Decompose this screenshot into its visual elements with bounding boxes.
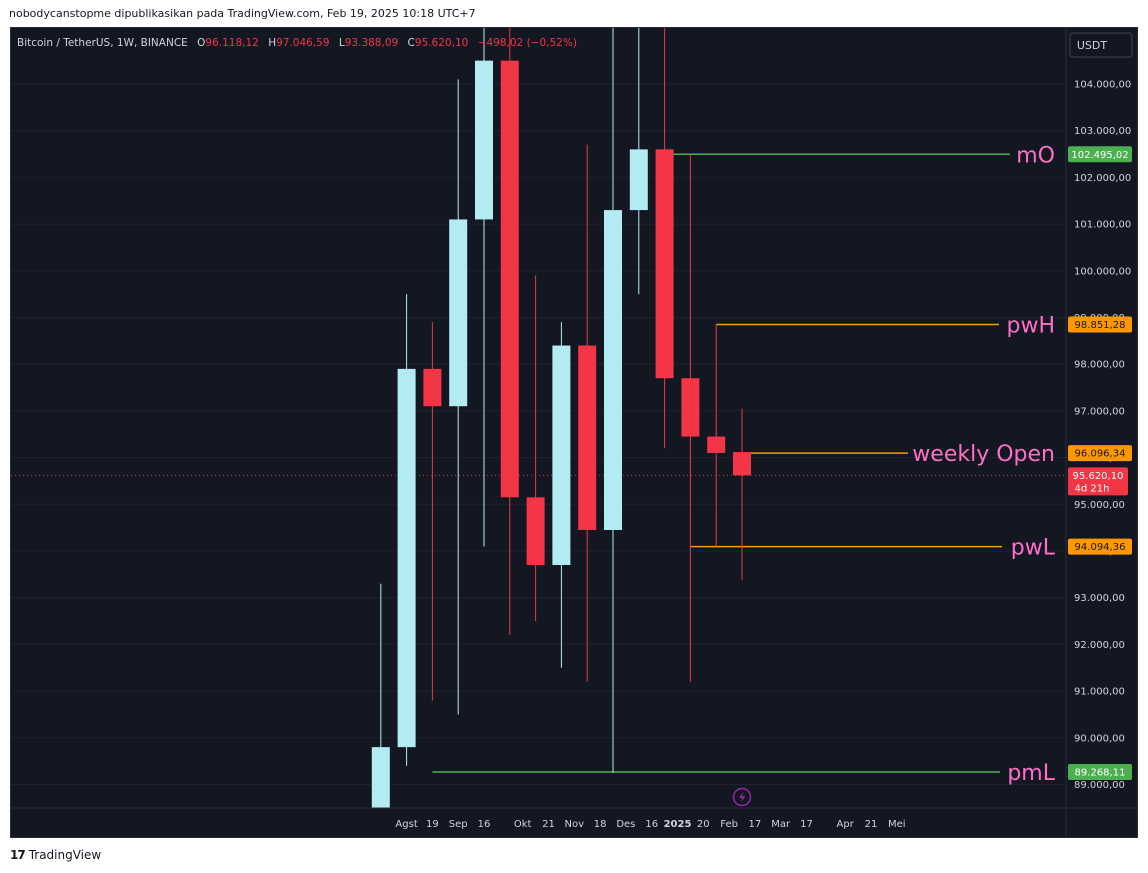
x-tick-label: 18 [594, 819, 607, 830]
y-tick-label: 100.000,00 [1074, 266, 1131, 277]
x-tick-label: 2025 [664, 819, 692, 830]
y-tick-label: 102.000,00 [1074, 173, 1131, 184]
candle-body [371, 747, 390, 808]
footer-brand: TradingView [28, 848, 102, 862]
ohlc-legend: Bitcoin / TetherUS, 1W, BINANCE O96.118,… [17, 37, 577, 49]
level-badge-label: 94.094,36 [1075, 542, 1126, 553]
x-tick-label: Nov [565, 819, 585, 830]
level-annotation: weekly Open [912, 442, 1055, 467]
x-tick-label: Feb [720, 819, 738, 830]
y-tick-label: 91.000,00 [1074, 687, 1125, 698]
level-badge-label: 89.268,11 [1075, 767, 1126, 778]
svg-text:Bitcoin / TetherUS, 1W, BINANC: Bitcoin / TetherUS, 1W, BINANCE O96.118,… [17, 37, 577, 49]
x-tick-label: Mei [888, 819, 906, 830]
price-badges: 102.495,02 98.851,28 96.096,34 94.094,36 89.… [1068, 146, 1132, 780]
level-annotations: mO pwH weekly Open pwL pmL [912, 143, 1055, 786]
publish-attribution: nobodycanstopme dipublikasikan pada Trad… [9, 7, 476, 20]
legend-symbol: Bitcoin / TetherUS, 1W, BINANCE [17, 37, 188, 49]
y-tick-label: 89.000,00 [1074, 780, 1125, 791]
y-tick-label: 92.000,00 [1074, 640, 1125, 651]
y-tick-label: 93.000,00 [1074, 593, 1125, 604]
candle-body [552, 345, 571, 566]
level-badge [1068, 445, 1132, 462]
legend-high-value: 97.046,59 [276, 37, 329, 49]
x-tick-label: Des [616, 819, 635, 830]
level-lines [11, 153, 1066, 773]
x-tick-label: 16 [478, 819, 491, 830]
level-annotation: mO [1016, 143, 1055, 168]
candle-body [475, 60, 493, 220]
tradingview-logo-icon: 17 [10, 848, 26, 862]
x-tick-label: 17 [749, 819, 762, 830]
candle-body [423, 368, 442, 407]
x-tick-label: Mar [771, 819, 791, 830]
level-annotation: pwH [1006, 313, 1055, 338]
legend-change: −498,02 (−0,52%) [478, 37, 577, 49]
candle-body [681, 378, 700, 437]
currency-button[interactable]: USDT [1069, 32, 1133, 58]
x-tick-label: 21 [542, 819, 555, 830]
axes [10, 27, 1138, 838]
y-tick-label: 103.000,00 [1074, 126, 1131, 137]
candle-body [500, 60, 519, 498]
x-tick-label: Okt [514, 819, 532, 830]
candles [371, 28, 751, 808]
level-badge-label: 102.495,02 [1071, 150, 1128, 161]
y-tick-label: 101.000,00 [1074, 220, 1131, 231]
legend-close-value: 95.620,10 [415, 37, 468, 49]
y-tick-label: 97.000,00 [1074, 406, 1125, 417]
price-grid [11, 83, 1066, 785]
candle-body [397, 368, 416, 748]
candle-body [629, 149, 648, 211]
candle-body [707, 436, 726, 453]
x-tick-label: 21 [865, 819, 878, 830]
level-badge-label: 96.096,34 [1075, 449, 1126, 460]
currency-label: USDT [1077, 39, 1108, 52]
level-badge [1068, 316, 1132, 333]
x-tick-label: 19 [426, 819, 439, 830]
x-tick-label: 20 [697, 819, 710, 830]
x-tick-label: Agst [395, 819, 417, 830]
level-annotation: pmL [1007, 761, 1055, 786]
last-price-badge [1068, 467, 1128, 496]
candle-body [449, 219, 468, 407]
level-badge [1068, 763, 1132, 780]
level-badge [1068, 538, 1132, 555]
y-tick-label: 98.000,00 [1074, 360, 1125, 371]
legend-open-value: 96.118,12 [205, 37, 258, 49]
footer: 17 TradingView [10, 848, 101, 862]
legend-open-label: O [197, 37, 205, 49]
y-tick-label: 95.000,00 [1074, 500, 1125, 511]
level-annotation: pwL [1011, 536, 1056, 561]
candle-body [578, 345, 597, 530]
x-tick-label: Apr [837, 819, 855, 830]
countdown-label: 4d 21h [1075, 483, 1110, 494]
candle-body [655, 149, 674, 379]
legend-close-label: C [408, 37, 415, 49]
candle-body [526, 497, 545, 566]
level-badge-label: 98.851,28 [1075, 320, 1126, 331]
candle-body [604, 210, 622, 530]
y-tick-label: 90.000,00 [1074, 733, 1125, 744]
y-axis-labels: 89.000,00 90.000,00 91.000,00 92.000,00 93.0… [1074, 80, 1131, 792]
chart-panel[interactable] [10, 27, 1138, 838]
x-tick-label: 17 [800, 819, 813, 830]
legend-high-label: H [268, 37, 276, 49]
candle-body [733, 452, 751, 476]
x-tick-label: Sep [449, 819, 468, 830]
lightning-icon[interactable] [732, 787, 752, 807]
x-tick-label: 16 [645, 819, 658, 830]
level-badge [1068, 146, 1132, 163]
last-price-label: 95.620,10 [1073, 471, 1124, 482]
legend-low-value: 93.388,09 [345, 37, 398, 49]
x-axis-labels: Agst 19 Sep 16 Okt 21 Nov 18 Des 16 2025 20 Feb 17 Mar… [395, 819, 905, 830]
legend-low-label: L [339, 37, 345, 49]
y-tick-label: 104.000,00 [1074, 80, 1131, 91]
